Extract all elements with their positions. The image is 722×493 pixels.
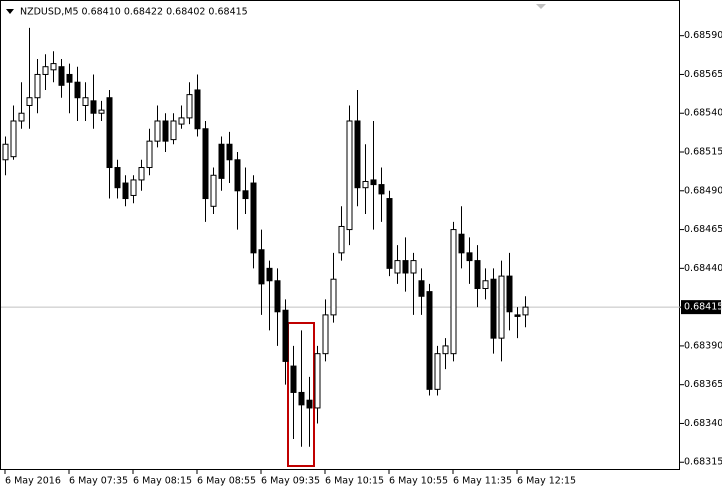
- candle-body: [418, 280, 425, 297]
- candle-body: [466, 252, 473, 262]
- candle-body: [146, 140, 153, 169]
- x-tick-label: 6 May 08:15: [133, 476, 192, 487]
- candle-body: [274, 280, 281, 313]
- candle-body: [474, 260, 481, 290]
- y-tick-label: 0.68390: [684, 340, 722, 351]
- candle-body: [10, 120, 17, 158]
- y-tick-label: 0.68590: [684, 30, 722, 41]
- chart-title: NZDUSD,M5 0.68410 0.68422 0.68402 0.6841…: [20, 7, 248, 18]
- candle-body: [370, 179, 377, 186]
- candle-body: [210, 174, 217, 207]
- candle-body: [450, 229, 457, 355]
- candle-body: [410, 260, 417, 274]
- candle-body: [282, 309, 289, 362]
- candle-body: [426, 291, 433, 390]
- y-tick-label: 0.68465: [684, 224, 722, 235]
- candle-body: [514, 314, 521, 317]
- y-tick-label: 0.68540: [684, 108, 722, 119]
- candle-body: [266, 267, 273, 282]
- y-tick-label: 0.68565: [684, 69, 722, 80]
- candle-body: [202, 128, 209, 200]
- candle-body: [506, 275, 513, 313]
- candle-body: [306, 399, 313, 409]
- candle-body: [162, 120, 169, 142]
- candle-body: [218, 143, 225, 179]
- y-tick-label: 0.68440: [684, 263, 722, 274]
- candle-body: [234, 159, 241, 192]
- candle-body: [330, 278, 337, 316]
- candle-body: [522, 306, 529, 316]
- x-tick-label: 6 May 09:35: [261, 476, 320, 487]
- title-arrow: [6, 9, 14, 14]
- candle-body: [346, 120, 353, 231]
- candle-body: [82, 97, 89, 106]
- y-tick-label: 0.68340: [684, 418, 722, 429]
- candle-body: [194, 89, 201, 130]
- candle-body: [322, 314, 329, 355]
- candle-body: [90, 100, 97, 114]
- x-tick-label: 6 May 10:15: [325, 476, 384, 487]
- candle-body: [106, 97, 113, 169]
- candle-body: [362, 180, 369, 189]
- candle-body: [298, 391, 305, 406]
- candle-body: [42, 66, 49, 75]
- y-tick-label: 0.68365: [684, 379, 722, 390]
- highlight-box: [287, 322, 315, 467]
- scroll-marker: [536, 4, 546, 9]
- candle-body: [178, 117, 185, 125]
- y-tick-label: 0.68315: [684, 457, 722, 468]
- price-label-bg: [681, 300, 721, 315]
- x-tick-label: 6 May 2016: [5, 476, 61, 487]
- x-tick-label: 6 May 11:35: [453, 476, 512, 487]
- y-tick-label: 0.68515: [684, 147, 722, 158]
- candle-body: [130, 179, 137, 196]
- candle-body: [378, 184, 385, 195]
- candle-body: [498, 275, 505, 339]
- candle-body: [482, 280, 489, 290]
- candle-body: [58, 66, 65, 86]
- candle-body: [394, 260, 401, 274]
- candle-body: [386, 198, 393, 269]
- candle-body: [242, 190, 249, 200]
- candle-body: [18, 112, 25, 122]
- candle-body: [290, 365, 297, 393]
- candle-body: [74, 81, 81, 99]
- candle-body: [114, 167, 121, 189]
- x-tick-label: 6 May 12:15: [517, 476, 576, 487]
- candle-body: [154, 120, 161, 142]
- candle-body: [458, 233, 465, 254]
- candle-body: [490, 278, 497, 339]
- candle-body: [170, 120, 177, 141]
- candle-body: [34, 73, 41, 99]
- candle-body: [402, 260, 409, 274]
- x-tick-label: 6 May 08:55: [197, 476, 256, 487]
- candle-body: [442, 345, 449, 355]
- candle-body: [258, 249, 265, 285]
- candle-body: [50, 63, 57, 71]
- x-tick-label: 6 May 07:35: [69, 476, 128, 487]
- candle-body: [354, 120, 361, 189]
- candle-body: [250, 182, 257, 254]
- candle-body: [434, 353, 441, 390]
- candle-body: [186, 94, 193, 119]
- candle-body: [66, 73, 73, 83]
- candle-body: [26, 97, 33, 106]
- candle-body: [122, 182, 129, 200]
- candle-body: [138, 167, 145, 181]
- candle-body: [226, 143, 233, 161]
- price-label: 0.68415: [684, 302, 722, 313]
- candle-body: [314, 353, 321, 409]
- candle-body: [338, 225, 345, 254]
- y-tick-label: 0.68490: [684, 185, 722, 196]
- candle-body: [2, 143, 9, 161]
- candle-body: [98, 109, 105, 114]
- x-tick-label: 6 May 10:55: [389, 476, 448, 487]
